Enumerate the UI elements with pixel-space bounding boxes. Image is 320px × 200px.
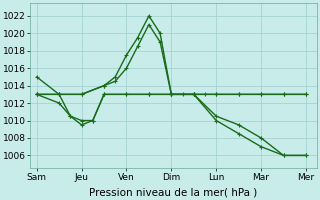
X-axis label: Pression niveau de la mer( hPa ): Pression niveau de la mer( hPa ) xyxy=(90,187,258,197)
